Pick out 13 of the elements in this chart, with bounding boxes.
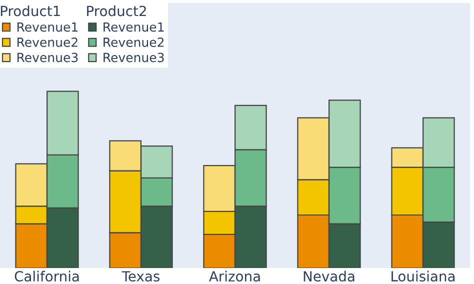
x-tick-label: Arizona [209,270,260,282]
legend-label: Revenue2 [17,38,78,47]
legend-label: Revenue2 [104,38,164,47]
legend-label: Revenue1 [104,22,164,32]
x-tick-label: Texas [122,271,160,282]
legend-label: Revenue3 [17,52,78,62]
x-tick-label: Louisiana [392,270,455,282]
x-tick-label: Nevada [304,270,354,282]
x-tick-label: California [14,270,79,282]
legend-label: Revenue3 [104,52,164,62]
text: Product2 [87,6,146,16]
legend-label: Revenue1 [17,22,78,32]
text: Product1 [0,6,60,16]
